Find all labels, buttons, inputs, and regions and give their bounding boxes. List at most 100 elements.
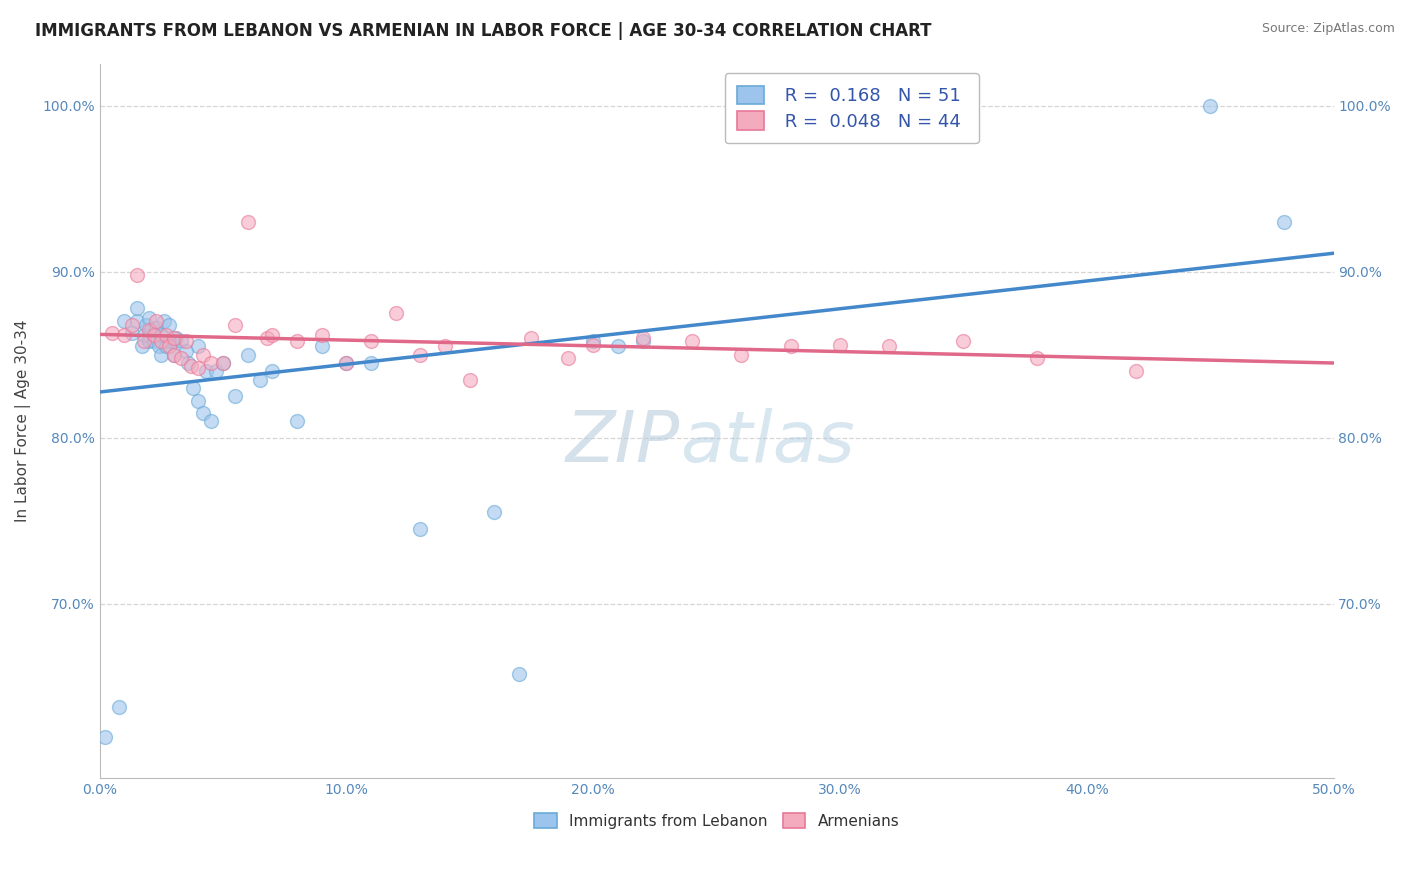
Point (162, 331, 184, 345)
Point (200, 414, 222, 428)
Point (730, 348, 752, 362)
Y-axis label: In Labor Force | Age 30-34: In Labor Force | Age 30-34 (15, 320, 31, 523)
Point (132, 327, 155, 342)
Point (157, 318, 180, 332)
Point (138, 311, 160, 326)
Point (606, 339, 628, 353)
Point (384, 306, 406, 320)
Point (125, 314, 148, 328)
Point (828, 337, 851, 351)
Text: Source: ZipAtlas.com: Source: ZipAtlas.com (1261, 22, 1395, 36)
Point (582, 337, 605, 351)
Point (155, 327, 177, 342)
Point (152, 314, 174, 328)
Point (162, 334, 184, 349)
Point (1272, 215, 1295, 229)
Point (148, 339, 170, 353)
Point (193, 406, 215, 420)
Point (1026, 351, 1049, 365)
Point (142, 334, 165, 349)
Point (434, 339, 457, 353)
Point (162, 348, 184, 362)
Point (135, 318, 157, 332)
Point (174, 344, 197, 359)
Point (150, 334, 173, 349)
Point (335, 356, 357, 370)
Point (458, 373, 481, 387)
Text: atlas: atlas (679, 408, 855, 477)
Point (165, 331, 187, 345)
Point (125, 268, 148, 282)
Point (162, 348, 184, 362)
Point (224, 389, 246, 403)
Point (157, 339, 180, 353)
Point (582, 334, 605, 349)
Point (108, 699, 131, 714)
Point (631, 331, 654, 345)
Point (409, 348, 432, 362)
Point (484, 506, 506, 520)
Point (145, 314, 167, 328)
Point (170, 351, 193, 365)
Point (335, 356, 357, 370)
Point (112, 327, 135, 342)
Point (132, 334, 155, 349)
Point (121, 318, 143, 332)
Text: ZIP: ZIP (565, 408, 679, 477)
Point (183, 381, 205, 395)
Point (285, 334, 308, 349)
Point (138, 323, 160, 337)
Point (142, 327, 165, 342)
Point (174, 334, 197, 349)
Point (141, 323, 163, 337)
Point (121, 326, 143, 340)
Point (187, 394, 209, 409)
Point (150, 348, 173, 362)
Point (285, 414, 308, 428)
Text: IMMIGRANTS FROM LEBANON VS ARMENIAN IN LABOR FORCE | AGE 30-34 CORRELATION CHART: IMMIGRANTS FROM LEBANON VS ARMENIAN IN L… (35, 22, 932, 40)
Point (170, 334, 193, 349)
Point (631, 334, 654, 349)
Point (180, 359, 202, 374)
Point (204, 364, 226, 378)
Point (101, 326, 124, 340)
Point (138, 334, 160, 349)
Point (236, 348, 259, 362)
Point (131, 339, 153, 353)
Point (145, 321, 167, 335)
Point (311, 339, 333, 353)
Point (681, 334, 703, 349)
Point (200, 356, 222, 370)
Point (508, 666, 530, 681)
Point (262, 327, 284, 342)
Point (952, 334, 974, 349)
Point (311, 327, 333, 342)
Point (212, 356, 235, 370)
Point (557, 351, 579, 365)
Point (249, 373, 271, 387)
Point (224, 318, 246, 332)
Point (212, 356, 235, 370)
Point (236, 215, 259, 229)
Point (187, 361, 209, 376)
Point (256, 331, 278, 345)
Point (125, 301, 148, 316)
Point (409, 522, 432, 536)
Point (93, 730, 115, 744)
Point (1125, 364, 1147, 378)
Point (520, 331, 543, 345)
Point (187, 339, 209, 353)
Point (360, 356, 382, 370)
Point (157, 334, 180, 349)
Point (194, 364, 217, 378)
Point (879, 339, 901, 353)
Point (1199, 98, 1222, 112)
Point (360, 334, 382, 349)
Point (779, 339, 801, 353)
Point (112, 314, 135, 328)
Point (155, 339, 177, 353)
Legend: Immigrants from Lebanon, Armenians: Immigrants from Lebanon, Armenians (527, 806, 905, 835)
Point (177, 356, 200, 370)
Point (193, 348, 215, 362)
Point (150, 327, 173, 342)
